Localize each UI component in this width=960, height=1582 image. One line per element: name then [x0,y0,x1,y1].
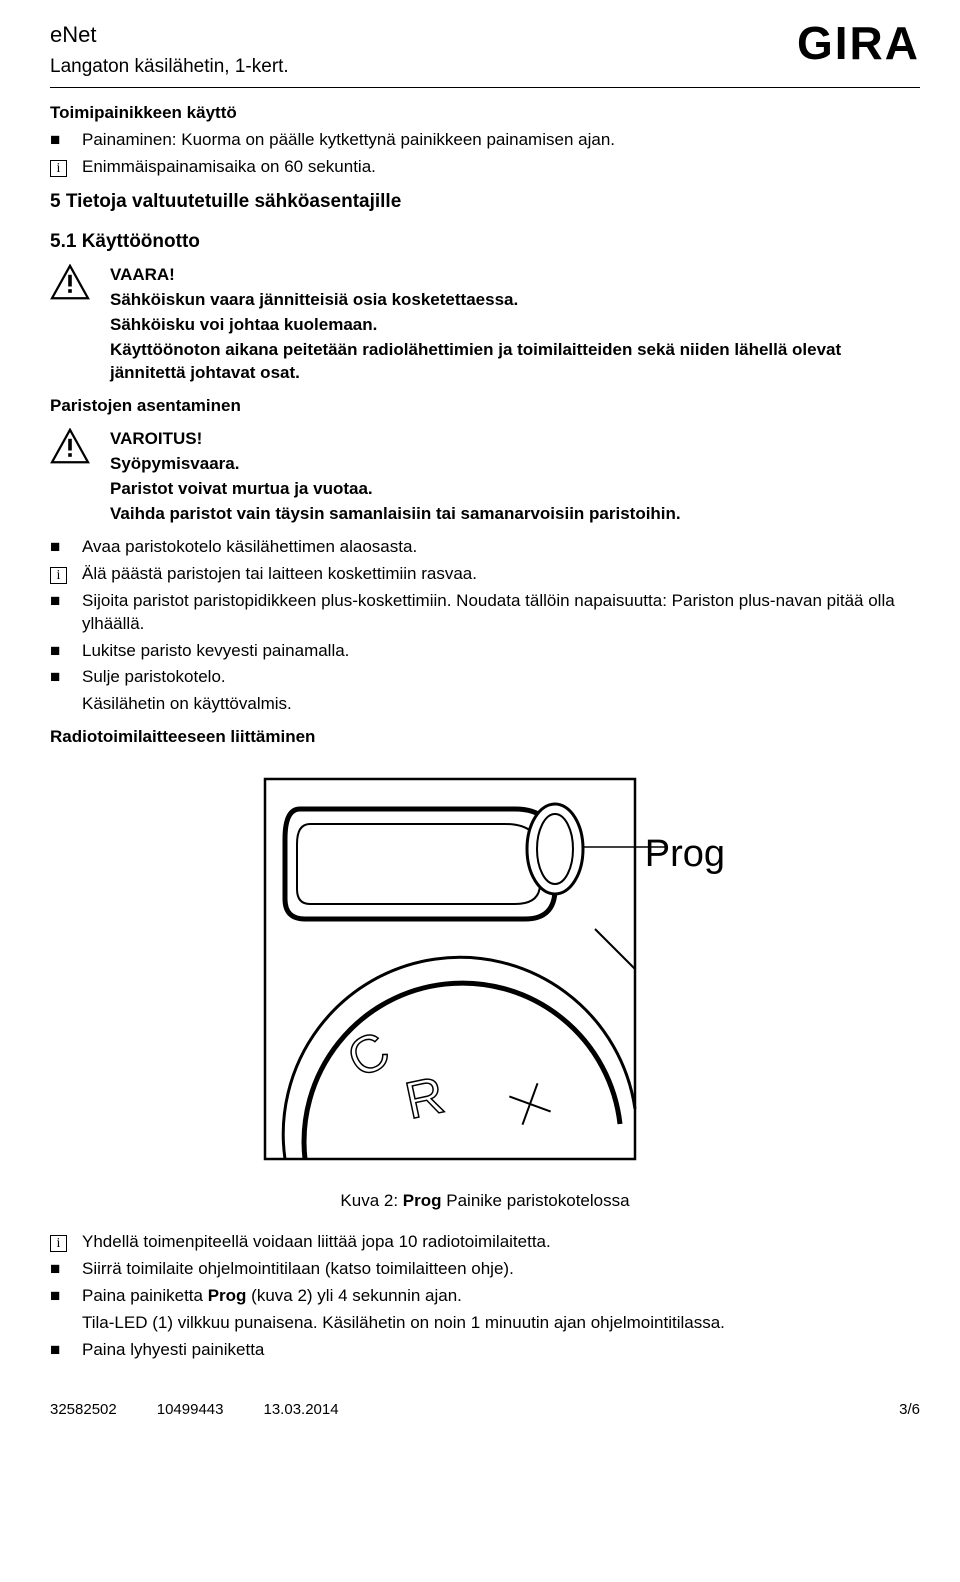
info-icon: i [50,156,70,178]
warning-content: VAARA! Sähköiskun vaara jännitteisiä osi… [110,262,920,387]
header-product: Langaton käsilähetin, 1-kert. [50,54,289,80]
prog-label: Prog [645,829,725,880]
list-text: Enimmäispainamisaika on 60 sekuntia. [82,156,376,179]
square-bullet-icon: ■ [50,1339,70,1361]
radio-steps-list: i Yhdellä toimenpiteellä voidaan liittää… [50,1231,920,1308]
list-text: Avaa paristokotelo käsilähettimen alaosa… [82,536,417,559]
after-list-note: Käsilähetin on käyttövalmis. [82,693,920,716]
square-bullet-icon: ■ [50,536,70,558]
warning-line: Paristot voivat murtua ja vuotaa. [110,478,681,501]
warning-line: Sähköisku voi johtaa kuolemaan. [110,314,920,337]
list-item: ■ Painaminen: Kuorma on päälle kytkettyn… [50,129,920,152]
figure-caption: Kuva 2: Prog Painike paristokotelossa [50,1190,920,1213]
warning-line: Käyttöönoton aikana peitetään radiolähet… [110,339,920,385]
square-bullet-icon: ■ [50,590,70,612]
figure-container: C R Prog [255,769,715,1176]
list-text: Paina lyhyesti painiketta [82,1339,264,1362]
warning-title: VAARA! [110,264,920,287]
square-bullet-icon: ■ [50,1258,70,1280]
footer-date: 13.03.2014 [264,1400,339,1420]
list-item: ■ Sijoita paristot paristopidikkeen plus… [50,590,920,636]
footer-left: 32582502 10499443 13.03.2014 [50,1400,339,1420]
list-text: Sijoita paristot paristopidikkeen plus-k… [82,590,920,636]
list-text: Yhdellä toimenpiteellä voidaan liittää j… [82,1231,551,1254]
warning-varoitus: VAROITUS! Syöpymisvaara. Paristot voivat… [50,426,920,528]
info-icon: i [50,563,70,585]
warning-triangle-icon [50,428,90,464]
caption-text: Kuva 2: Prog Painike paristokotelossa [340,1191,629,1210]
list-text: Siirrä toimilaite ohjelmointitilaan (kat… [82,1258,514,1281]
square-bullet-icon: ■ [50,640,70,662]
list-item: ■ Paina painiketta Prog (kuva 2) yli 4 s… [50,1285,920,1308]
footer-code1: 32582502 [50,1400,117,1420]
list-item: i Älä päästä paristojen tai laitteen kos… [50,563,920,586]
warning-content: VAROITUS! Syöpymisvaara. Paristot voivat… [110,426,681,528]
brand-logo: GIRA [797,20,920,66]
square-bullet-icon: ■ [50,1285,70,1307]
radio-steps-list-2: ■ Paina lyhyesti painiketta [50,1339,920,1362]
figure-2: C R Prog [50,769,920,1176]
list-text: Älä päästä paristojen tai laitteen koske… [82,563,477,586]
list-item: ■ Siirrä toimilaite ohjelmointitilaan (k… [50,1258,920,1281]
list-text: Painaminen: Kuorma on päälle kytkettynä … [82,129,615,152]
info-icon: i [50,1231,70,1253]
footer-code2: 10499443 [157,1400,224,1420]
list-text: Lukitse paristo kevyesti painamalla. [82,640,349,663]
section-5-1-title: 5.1 Käyttöönotto [50,229,920,255]
list-item: ■ Paina lyhyesti painiketta [50,1339,920,1362]
list-item: ■ Sulje paristokotelo. [50,666,920,689]
list-text: Paina painiketta Prog (kuva 2) yli 4 sek… [82,1285,462,1308]
warning-vaara: VAARA! Sähköiskun vaara jännitteisiä osi… [50,262,920,387]
warning-line: Sähköiskun vaara jännitteisiä osia koske… [110,289,920,312]
section-paristo-title: Paristojen asentaminen [50,395,920,418]
header-left: eNet Langaton käsilähetin, 1-kert. [50,20,289,79]
section-5-title: 5 Tietoja valtuutetuille sähköasentajill… [50,189,920,215]
section-radio-title: Radiotoimilaitteeseen liittäminen [50,726,920,749]
warning-line: Syöpymisvaara. [110,453,681,476]
list-text: Sulje paristokotelo. [82,666,226,689]
square-bullet-icon: ■ [50,666,70,688]
warning-title: VAROITUS! [110,428,681,451]
paristo-steps-list: ■ Avaa paristokotelo käsilähettimen alao… [50,536,920,690]
section-toimipainike-title: Toimipainikkeen käyttö [50,102,920,125]
list-item: ■ Avaa paristokotelo käsilähettimen alao… [50,536,920,559]
after-list3-note: Tila-LED (1) vilkkuu punaisena. Käsilähe… [82,1312,920,1335]
list-item: ■ Lukitse paristo kevyesti painamalla. [50,640,920,663]
warning-triangle-icon [50,264,90,300]
footer-page: 3/6 [899,1400,920,1420]
warning-line: Vaihda paristot vain täysin samanlaisiin… [110,503,681,526]
page-footer: 32582502 10499443 13.03.2014 3/6 [50,1400,920,1420]
square-bullet-icon: ■ [50,129,70,151]
list-item: i Yhdellä toimenpiteellä voidaan liittää… [50,1231,920,1254]
header-brand: eNet [50,20,289,50]
sec1-list: ■ Painaminen: Kuorma on päälle kytkettyn… [50,129,920,179]
list-item: i Enimmäispainamisaika on 60 sekuntia. [50,156,920,179]
page-header: eNet Langaton käsilähetin, 1-kert. GIRA [50,20,920,88]
